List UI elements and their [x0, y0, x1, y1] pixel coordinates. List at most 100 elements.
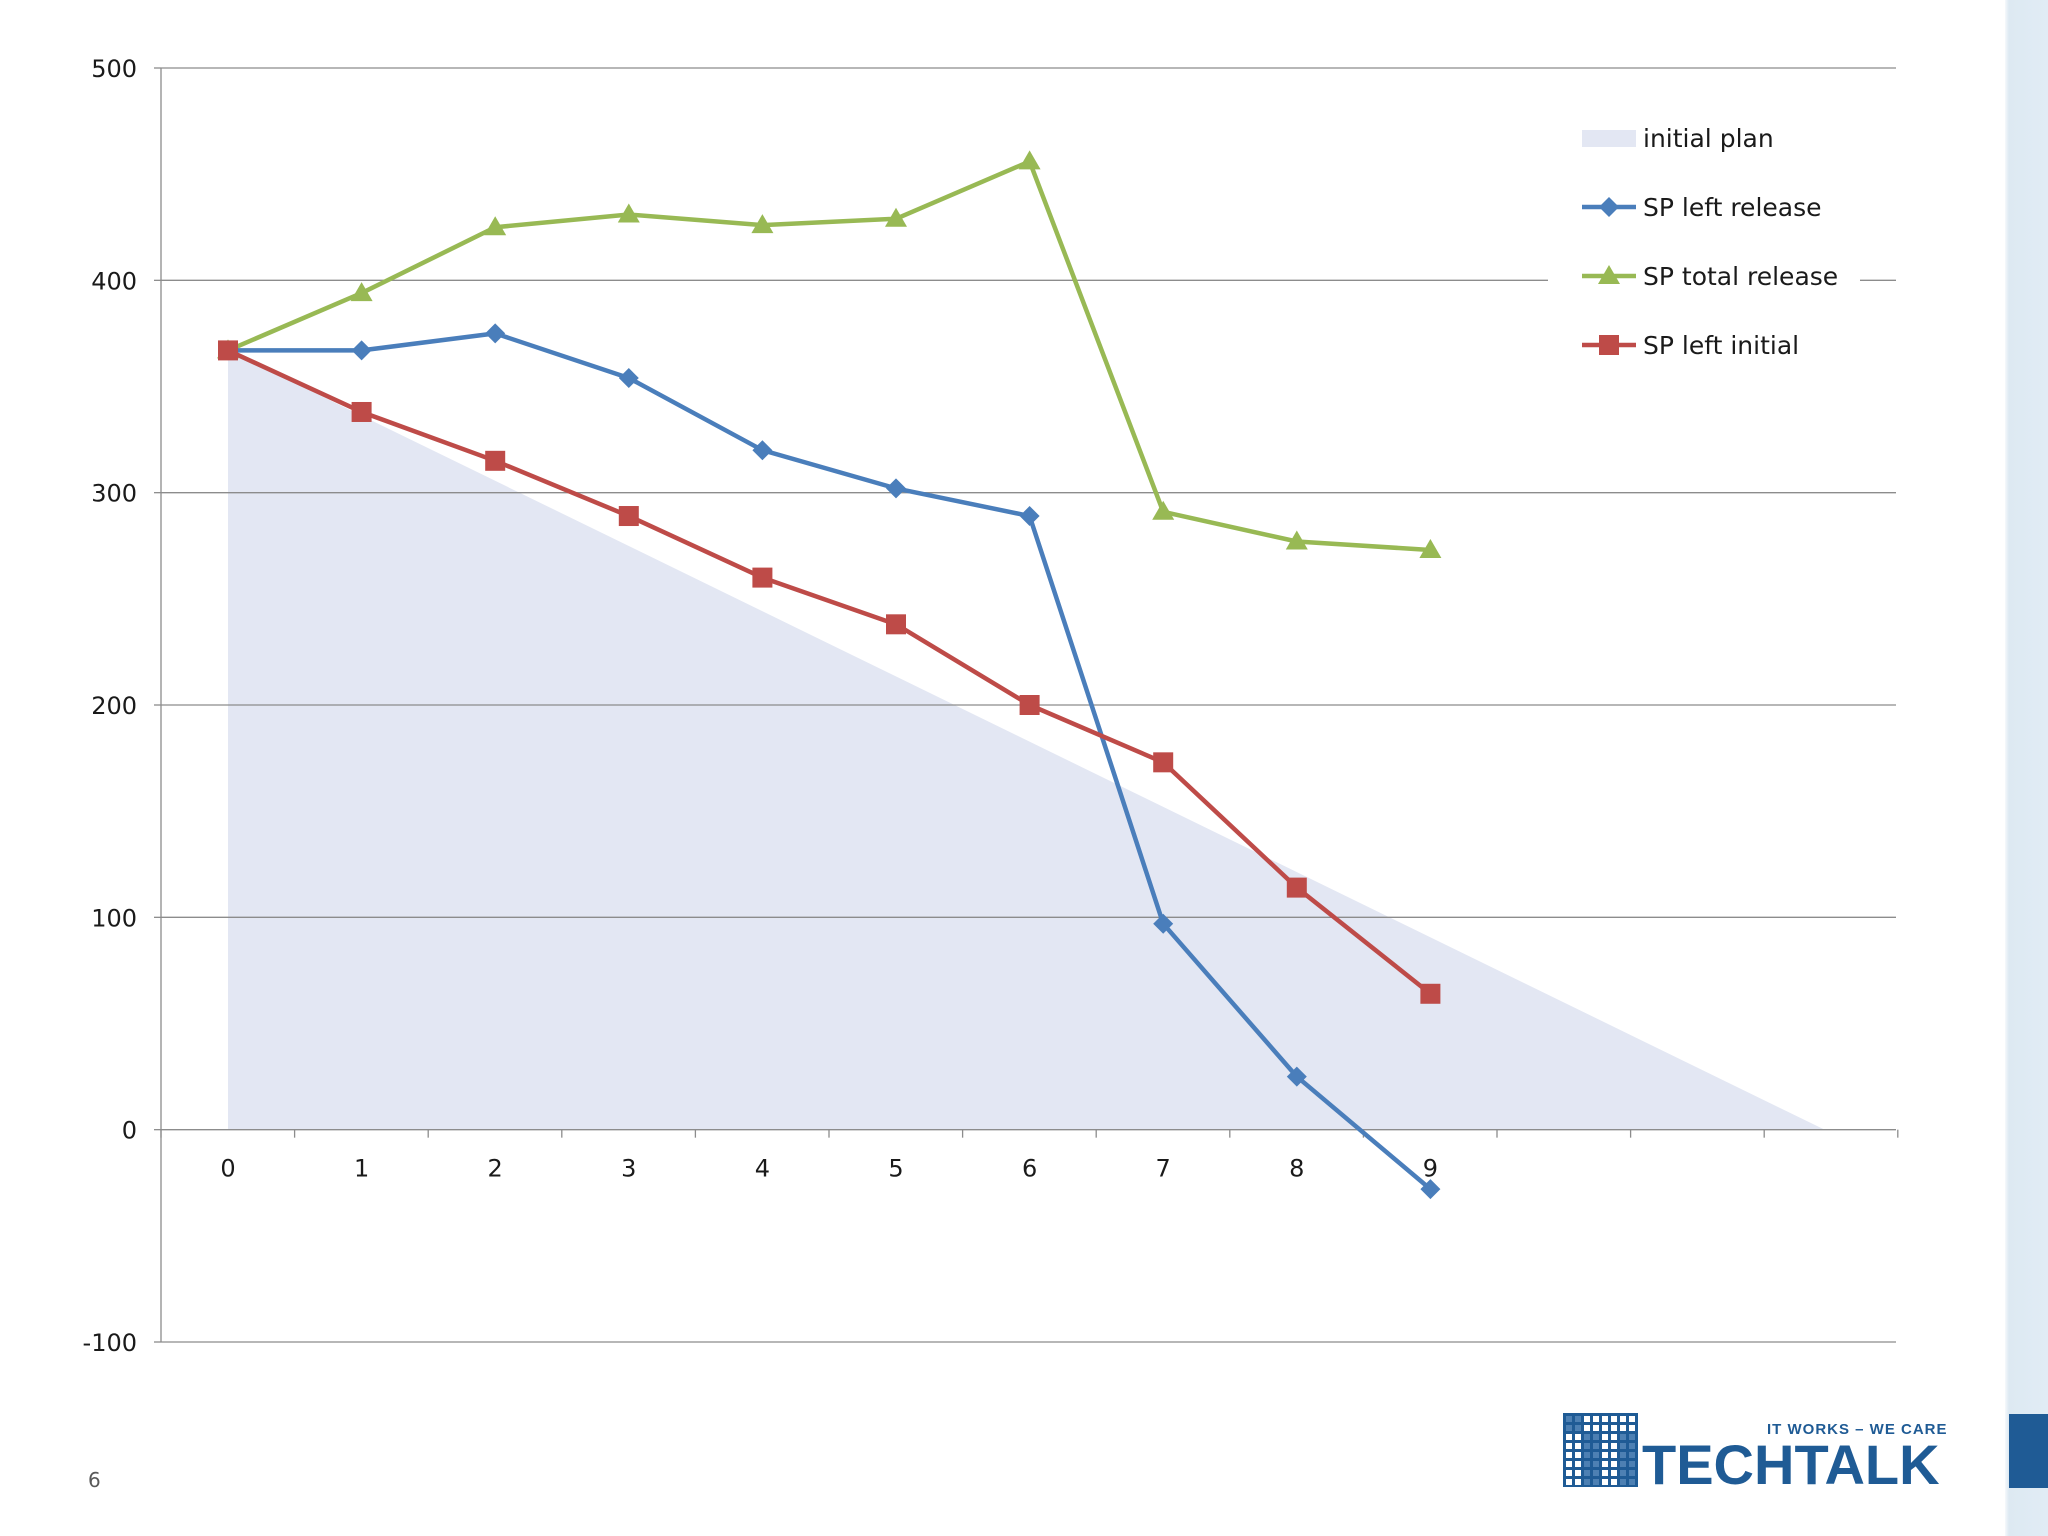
logo-grid-cell	[1611, 1461, 1617, 1467]
sp-left-release-line	[228, 331, 1432, 1191]
logo-grid-cell	[1620, 1470, 1626, 1476]
sp-left-initial-point	[485, 450, 506, 471]
sp-left-release-point	[886, 478, 906, 499]
logo-grid-cell	[1575, 1479, 1581, 1485]
x-tick-label: 0	[220, 1155, 235, 1183]
sp-total-release-point	[1419, 538, 1442, 558]
logo-grid-cell	[1611, 1452, 1617, 1458]
burndown-chart: 500 400 300 200 100 0 -100 0 1 2 3 4 5 6 7 8 9 initial p…	[83, 55, 1899, 1357]
legend-label: SP left initial	[1643, 331, 1799, 360]
sp-left-initial-point	[752, 567, 773, 588]
sp-left-initial-point	[1019, 695, 1040, 715]
logo-grid-cell	[1602, 1434, 1608, 1440]
sp-left-initial-point	[351, 401, 372, 422]
logo-grid-cell	[1602, 1479, 1608, 1485]
logo-grid-cell	[1611, 1434, 1617, 1440]
sp-left-initial-point	[618, 506, 639, 527]
logo-grid-cell	[1584, 1479, 1590, 1485]
logo-grid-cell	[1602, 1425, 1608, 1431]
logo-grid-cell	[1620, 1416, 1626, 1422]
logo-grid-cell	[1629, 1443, 1635, 1449]
area-layer	[228, 350, 1825, 1130]
logo-grid-cell	[1593, 1434, 1599, 1440]
logo-grid-cell	[1629, 1470, 1635, 1476]
logo-grid-cell	[1566, 1434, 1572, 1440]
legend-swatch-marker	[1599, 197, 1619, 217]
series-sp-left-initial	[218, 340, 1441, 1004]
logo-grid-cell	[1593, 1479, 1599, 1485]
sp-total-release-point	[350, 282, 373, 302]
series-sp-total-release	[217, 150, 1442, 558]
y-tick-label: 200	[91, 692, 137, 720]
legend-item-initial-plan: initial plan	[1582, 124, 1774, 153]
logo-wordmark: TECHTALK	[1642, 1433, 1940, 1490]
sp-left-release-point	[351, 340, 372, 361]
logo-grid-cell	[1566, 1443, 1572, 1449]
axis-layer: 500 400 300 200 100 0 -100 0 1 2 3 4 5 6 7 8 9	[83, 55, 1899, 1357]
logo-grid-cell	[1620, 1461, 1626, 1467]
logo-grid-cell	[1593, 1425, 1599, 1431]
logo-grid-cell	[1611, 1425, 1617, 1431]
y-tick-label: 400	[91, 267, 137, 295]
logo-grid-cell	[1602, 1470, 1608, 1476]
sp-left-initial-point	[218, 340, 238, 361]
logo-grid-cell	[1566, 1452, 1572, 1458]
series-sp-left-release	[218, 323, 1441, 1200]
logo-grid-cell	[1602, 1443, 1608, 1449]
x-tick-label: 9	[1423, 1155, 1438, 1183]
sp-total-release-point	[1152, 500, 1175, 520]
series-layer	[217, 150, 1442, 1200]
sp-left-initial-point	[886, 614, 906, 635]
logo-grid-cell	[1620, 1443, 1626, 1449]
logo-grid-cell	[1593, 1452, 1599, 1458]
legend: initial plan SP left release SP total rele…	[1548, 108, 1860, 368]
legend-background	[1548, 108, 1860, 368]
sp-left-initial-point	[1153, 752, 1174, 773]
sp-left-release-point	[1286, 1066, 1307, 1087]
x-tick-label: 6	[1022, 1155, 1037, 1183]
logo-grid-cell	[1584, 1443, 1590, 1449]
sp-left-initial-line	[227, 348, 1432, 996]
logo-grid-cell	[1620, 1434, 1626, 1440]
logo-grid-cell	[1611, 1479, 1617, 1485]
sp-total-release-point	[617, 203, 640, 223]
logo-grid-cell	[1575, 1416, 1581, 1422]
initial-plan-area	[228, 350, 1825, 1130]
logo-grid-cell	[1593, 1461, 1599, 1467]
logo-grid-cell	[1629, 1461, 1635, 1467]
logo-grid-cell	[1584, 1416, 1590, 1422]
logo-grid-cell	[1611, 1443, 1617, 1449]
logo-grid-cell	[1629, 1416, 1635, 1422]
sp-left-release-point	[1420, 1179, 1441, 1200]
sp-left-release-point	[618, 368, 639, 389]
y-tick-label: 0	[122, 1117, 137, 1145]
sp-left-release-point	[1019, 506, 1040, 527]
page-number: 6	[88, 1468, 101, 1492]
y-tick-label: -100	[83, 1329, 137, 1357]
x-tick-label: 4	[755, 1155, 770, 1183]
logo-grid-cell	[1584, 1470, 1590, 1476]
logo-grid-cell	[1575, 1452, 1581, 1458]
logo-grid-cell	[1602, 1416, 1608, 1422]
logo-grid-cell	[1602, 1461, 1608, 1467]
sp-left-release-point	[485, 323, 506, 344]
legend-label: initial plan	[1643, 124, 1774, 153]
x-tick-label: 5	[888, 1155, 903, 1183]
logo-grid-cell	[1602, 1452, 1608, 1458]
logo-grid-cell	[1566, 1416, 1572, 1422]
logo-grid-cell	[1620, 1425, 1626, 1431]
legend-item-sp-left-release: SP left release	[1582, 193, 1822, 222]
sp-total-release-point	[885, 207, 907, 227]
y-tick-label: 100	[91, 904, 137, 932]
sp-total-release-point	[1285, 530, 1308, 550]
legend-swatch-marker	[1599, 335, 1619, 355]
logo-grid-cell	[1611, 1470, 1617, 1476]
legend-item-sp-left-initial: SP left initial	[1582, 331, 1799, 360]
logo-grid-cell	[1593, 1443, 1599, 1449]
logo-grid-cell	[1575, 1425, 1581, 1431]
sp-left-initial-point	[1286, 877, 1307, 898]
sp-left-release-point	[752, 440, 773, 461]
techtalk-logo: IT WORKS – WE CARE TECHTALK	[1563, 1413, 1947, 1490]
logo-grid-cell	[1611, 1416, 1617, 1422]
logo-grid-cell	[1620, 1479, 1626, 1485]
